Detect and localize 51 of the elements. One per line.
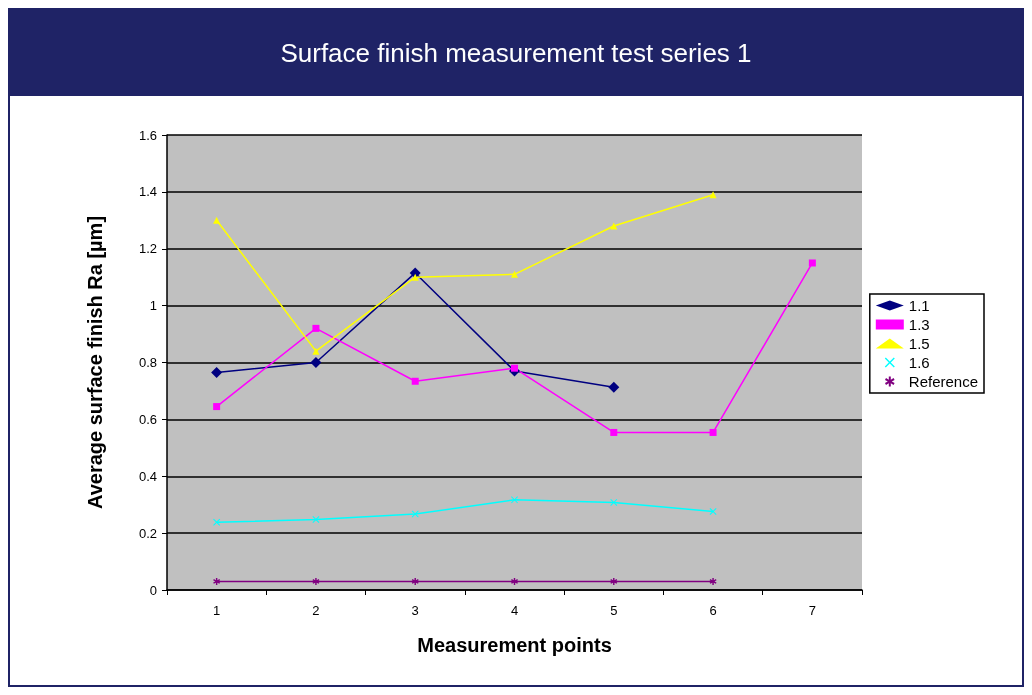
point xyxy=(610,498,618,506)
x-axis-title: Measurement points xyxy=(417,634,612,656)
point xyxy=(312,515,320,523)
x-tick-label: 6 xyxy=(709,603,717,618)
y-tick-label: 0.8 xyxy=(138,355,157,370)
x-tick-label: 4 xyxy=(510,603,519,618)
point xyxy=(511,496,518,504)
y-tick-label: 0.4 xyxy=(138,468,157,484)
point xyxy=(608,381,620,393)
y-tick-label: 0.6 xyxy=(138,411,157,427)
point xyxy=(511,577,518,585)
y-axis-title: Average surface finish Ra [µm] xyxy=(84,215,106,510)
legend-label: 1.5 xyxy=(908,335,930,352)
point xyxy=(709,508,717,516)
point xyxy=(610,222,618,230)
point xyxy=(610,428,618,436)
y-tick-label: 1.4 xyxy=(138,184,157,200)
point xyxy=(310,357,322,368)
point xyxy=(213,216,221,224)
point xyxy=(411,577,419,585)
point xyxy=(610,577,618,585)
point xyxy=(312,347,320,355)
point xyxy=(213,518,221,526)
point xyxy=(709,428,717,436)
point xyxy=(312,324,320,332)
legend-label: 1.6 xyxy=(908,354,930,371)
x-tick-label: 2 xyxy=(312,603,320,618)
y-tick-label: 1 xyxy=(149,298,157,314)
point xyxy=(808,259,816,267)
y-tick-label: 1.2 xyxy=(138,241,157,257)
y-tick-label: 0 xyxy=(149,582,157,598)
chart-title: Surface finish measurement test series 1 xyxy=(280,37,752,69)
point xyxy=(511,364,518,372)
point xyxy=(411,377,419,385)
x-tick-label: 1 xyxy=(213,603,221,618)
legend-label: 1.3 xyxy=(908,316,930,333)
point xyxy=(213,403,221,411)
x-tick-label: 3 xyxy=(411,603,419,618)
x-tick-label: 5 xyxy=(610,603,618,618)
point xyxy=(511,270,518,278)
point xyxy=(411,273,419,281)
point xyxy=(312,577,320,585)
point xyxy=(709,577,717,585)
y-tick-label: 0.2 xyxy=(138,525,157,541)
legend-label: Reference xyxy=(908,373,979,390)
point xyxy=(213,577,221,585)
legend-label: 1.1 xyxy=(908,297,930,314)
y-tick-label: 1.6 xyxy=(138,127,157,143)
point xyxy=(709,191,717,199)
x-tick-label: 7 xyxy=(808,603,816,618)
point xyxy=(211,366,223,378)
